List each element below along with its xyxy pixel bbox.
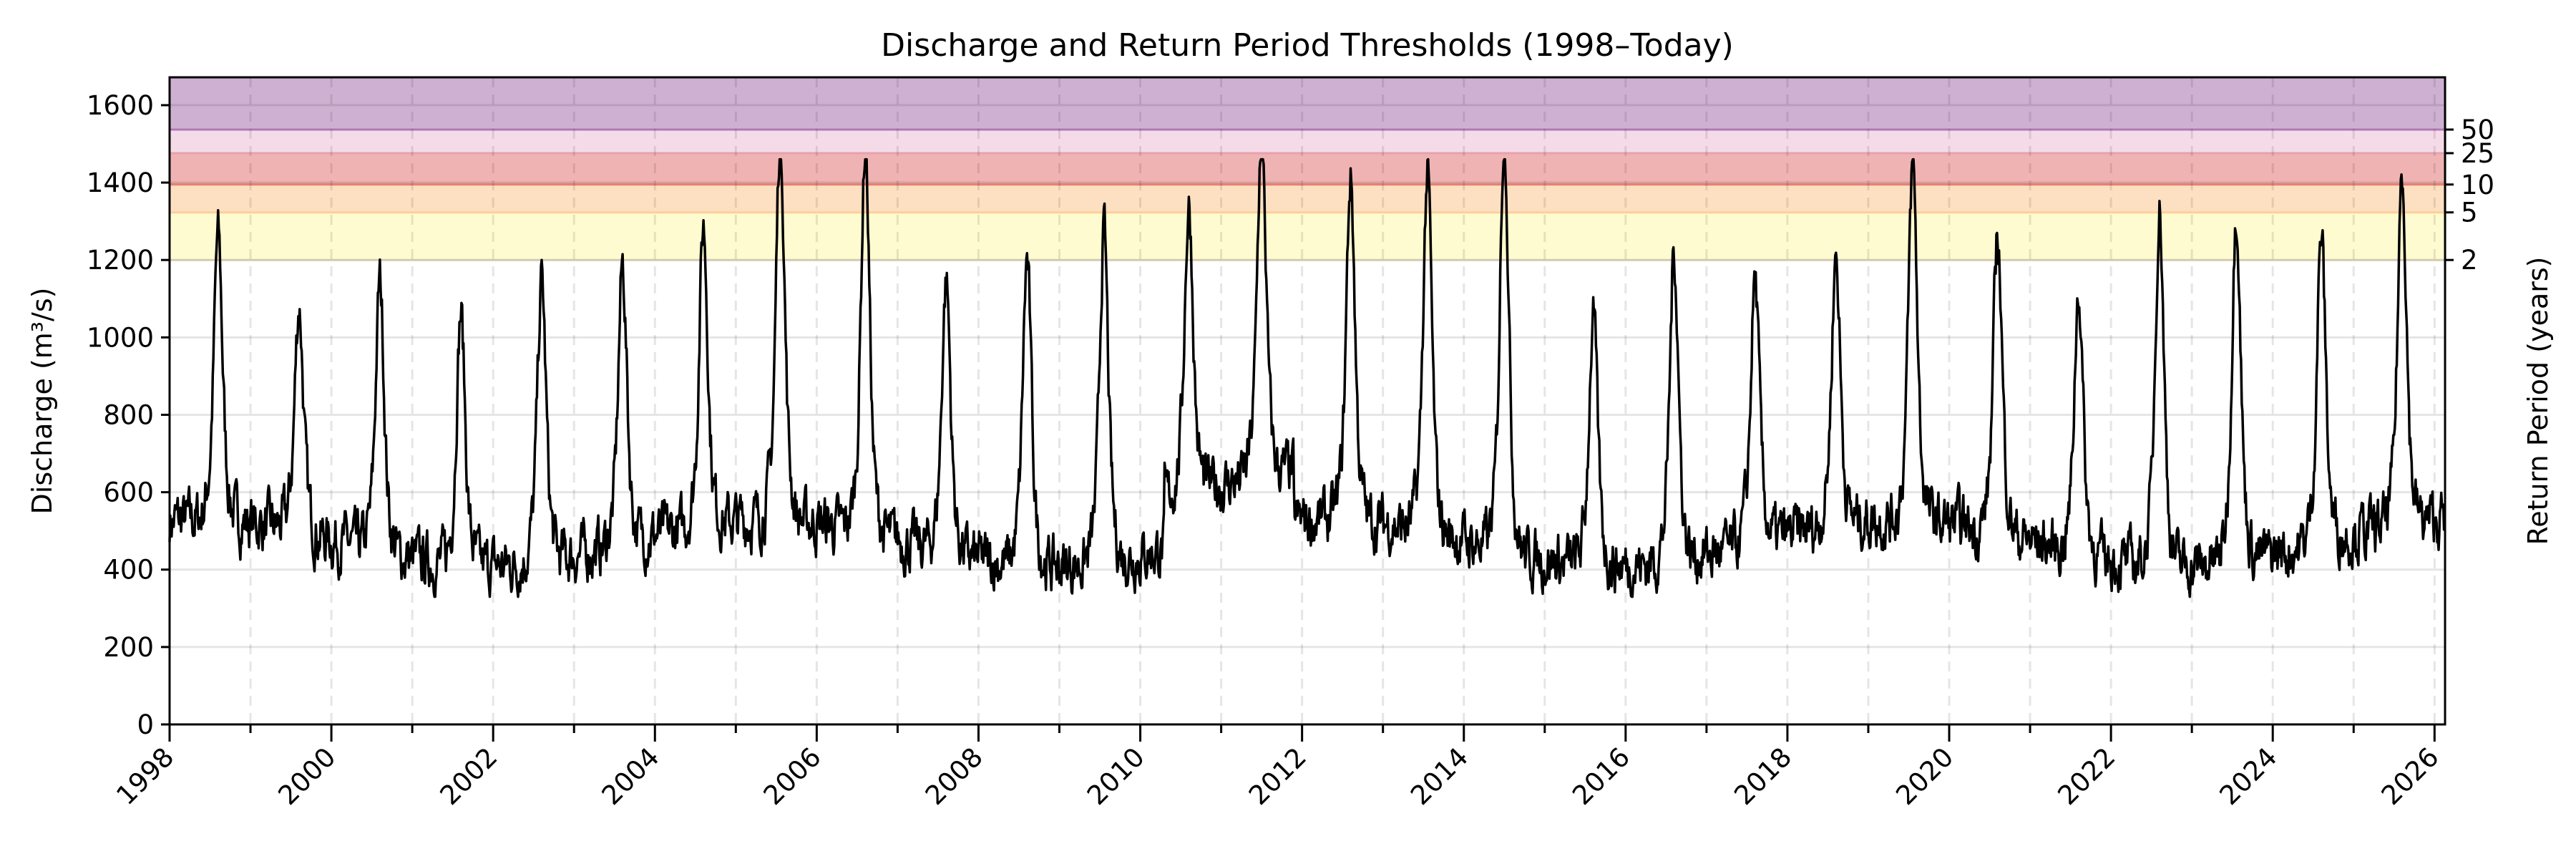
- svg-text:2018: 2018: [1728, 742, 1797, 811]
- svg-text:2000: 2000: [272, 742, 341, 811]
- svg-text:5: 5: [2461, 198, 2478, 228]
- svg-text:2022: 2022: [2051, 742, 2121, 811]
- svg-text:10: 10: [2461, 170, 2494, 200]
- svg-text:2: 2: [2461, 245, 2478, 276]
- y-axis-label: Discharge (m³/s): [26, 288, 58, 515]
- band-25yr: [170, 129, 2445, 153]
- discharge-line: [168, 157, 2446, 598]
- chart-title: Discharge and Return Period Thresholds (…: [881, 27, 1734, 64]
- svg-text:1998: 1998: [110, 742, 180, 811]
- svg-text:600: 600: [103, 477, 154, 508]
- svg-text:400: 400: [103, 555, 154, 586]
- band-2yr: [170, 212, 2445, 261]
- svg-text:800: 800: [103, 399, 154, 430]
- band-50yr: [170, 77, 2445, 130]
- band-10yr: [170, 152, 2445, 185]
- svg-text:1600: 1600: [87, 90, 154, 121]
- svg-text:2010: 2010: [1081, 742, 1151, 811]
- svg-text:1200: 1200: [87, 245, 154, 276]
- y2-axis-label: Return Period (years): [2522, 257, 2554, 545]
- svg-text:2006: 2006: [758, 742, 827, 811]
- svg-text:2016: 2016: [1566, 742, 1636, 811]
- svg-text:50: 50: [2461, 115, 2494, 145]
- svg-text:0: 0: [137, 709, 154, 740]
- svg-text:2014: 2014: [1405, 742, 1474, 811]
- band-5yr: [170, 184, 2445, 213]
- svg-text:2004: 2004: [596, 742, 665, 811]
- svg-text:25: 25: [2461, 138, 2494, 169]
- svg-text:1400: 1400: [87, 168, 154, 198]
- svg-text:2002: 2002: [434, 742, 504, 811]
- svg-text:2008: 2008: [919, 742, 989, 811]
- svg-text:2026: 2026: [2376, 742, 2445, 811]
- svg-text:2020: 2020: [1890, 742, 1959, 811]
- svg-text:2024: 2024: [2214, 742, 2283, 811]
- svg-text:200: 200: [103, 632, 154, 663]
- return-period-bands: [170, 77, 2445, 261]
- svg-text:1000: 1000: [87, 322, 154, 353]
- plot-frame: [168, 76, 2446, 726]
- svg-text:2012: 2012: [1243, 742, 1312, 811]
